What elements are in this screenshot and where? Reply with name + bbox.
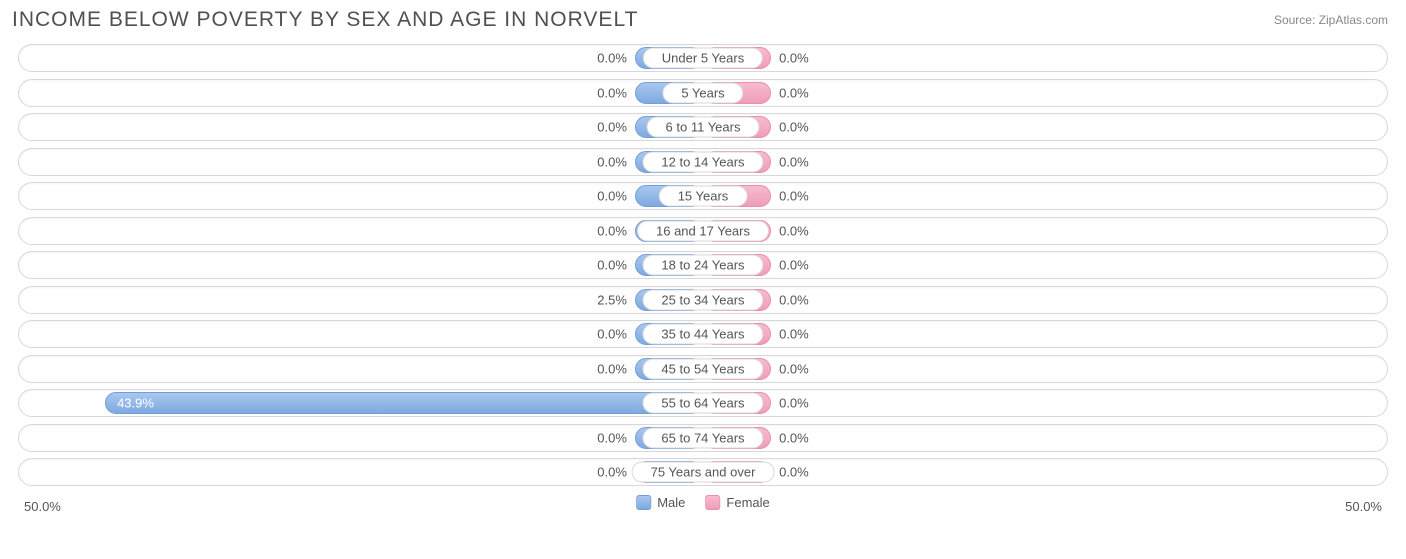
male-swatch-icon [636,495,651,510]
chart-row: 43.9% 0.0% 55 to 64 Years [18,389,1388,417]
category-label: 75 Years and over [632,462,775,483]
chart-row: 0.0% 0.0% 12 to 14 Years [18,148,1388,176]
female-pct-label: 0.0% [779,327,809,342]
female-pct-label: 0.0% [779,51,809,66]
female-swatch-icon [705,495,720,510]
chart-row: 0.0% 0.0% 18 to 24 Years [18,251,1388,279]
male-pct-label: 0.0% [597,327,627,342]
female-pct-label: 0.0% [779,292,809,307]
category-label: 45 to 54 Years [642,358,763,379]
chart-row: 0.0% 0.0% 75 Years and over [18,458,1388,486]
category-label: 35 to 44 Years [642,324,763,345]
female-pct-label: 0.0% [779,189,809,204]
axis-right-max: 50.0% [1345,499,1382,514]
category-label: 18 to 24 Years [642,255,763,276]
legend: Male Female [636,495,770,510]
female-pct-label: 0.0% [779,396,809,411]
category-label: 16 and 17 Years [637,220,769,241]
axis-left-max: 50.0% [24,499,61,514]
legend-male-label: Male [657,495,685,510]
chart-row: 2.5% 0.0% 25 to 34 Years [18,286,1388,314]
female-pct-label: 0.0% [779,465,809,480]
chart-row: 0.0% 0.0% 15 Years [18,182,1388,210]
source-attribution: Source: ZipAtlas.com [1274,13,1388,27]
male-pct-label: 0.0% [597,258,627,273]
chart-area: 0.0%0.0%Under 5 Years0.0%0.0%5 Years0.0%… [0,40,1406,486]
female-pct-label: 0.0% [779,154,809,169]
category-label: 6 to 11 Years [647,117,760,138]
female-pct-label: 0.0% [779,85,809,100]
female-pct-label: 0.0% [779,430,809,445]
male-pct-label: 2.5% [597,292,627,307]
header: INCOME BELOW POVERTY BY SEX AND AGE IN N… [0,0,1406,40]
male-pct-label: 0.0% [597,189,627,204]
category-label: 12 to 14 Years [642,151,763,172]
legend-female-label: Female [726,495,769,510]
category-label: 5 Years [662,82,743,103]
chart-row: 0.0% 0.0% 16 and 17 Years [18,217,1388,245]
category-label: 25 to 34 Years [642,289,763,310]
category-label: Under 5 Years [643,48,763,69]
chart-row: 0.0% 0.0% 35 to 44 Years [18,320,1388,348]
male-pct-label: 0.0% [597,154,627,169]
chart-row: 0.0% 0.0% Under 5 Years [18,44,1388,72]
male-pct-label: 0.0% [597,465,627,480]
legend-item-female: Female [705,495,769,510]
female-pct-label: 0.0% [779,223,809,238]
male-pct-label: 0.0% [597,361,627,376]
male-pct-label: 0.0% [597,51,627,66]
male-bar [105,392,703,414]
chart-row: 0.0% 0.0% 5 Years [18,79,1388,107]
male-pct-label: 43.9% [117,396,154,411]
female-pct-label: 0.0% [779,361,809,376]
chart-title: INCOME BELOW POVERTY BY SEX AND AGE IN N… [12,8,638,32]
category-label: 15 Years [659,186,748,207]
legend-item-male: Male [636,495,685,510]
female-pct-label: 0.0% [779,120,809,135]
male-pct-label: 0.0% [597,223,627,238]
chart-row: 0.0% 0.0% 45 to 54 Years [18,355,1388,383]
category-label: 65 to 74 Years [642,427,763,448]
male-pct-label: 0.0% [597,430,627,445]
category-label: 55 to 64 Years [642,393,763,414]
chart-row: 0.0% 0.0% 65 to 74 Years [18,424,1388,452]
female-pct-label: 0.0% [779,258,809,273]
male-pct-label: 0.0% [597,85,627,100]
chart-footer: 50.0% Male Female 50.0% [0,493,1406,523]
male-pct-label: 0.0% [597,120,627,135]
chart-row: 0.0% 0.0% 6 to 11 Years [18,113,1388,141]
